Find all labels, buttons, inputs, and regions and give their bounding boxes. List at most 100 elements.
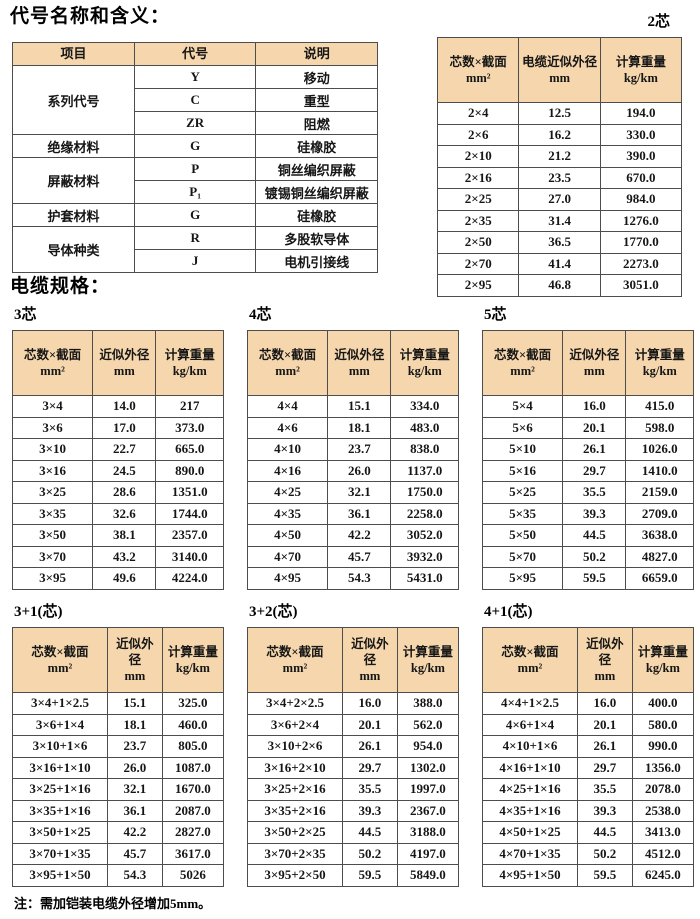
table-row: 5×4 16.0 415.0 — [481, 395, 694, 418]
meaning-cell: 多股软导体 — [255, 226, 378, 250]
cell-outer-diameter: 35.5 — [576, 778, 633, 801]
cell-outer-diameter: 45.7 — [106, 842, 163, 865]
item-cell: 绝缘材料 — [12, 134, 135, 158]
table-row: 3×16+2×10 29.7 1302.0 — [247, 756, 460, 779]
spec-table-2core: 芯数×截面 mm² 电缆近似外径 mm 计算重量 kg/km 2×4 12.5 … — [436, 37, 683, 297]
table-row: 3×70+2×35 50.2 4197.0 — [247, 842, 460, 865]
cell-weight: 2709.0 — [625, 502, 694, 525]
code-cell: P — [133, 157, 257, 181]
col-header-weight: 计算重量 kg/km — [155, 330, 224, 396]
table-row: 2×35 31.4 1276.0 — [436, 209, 683, 232]
cell-outer-diameter: 54.3 — [106, 864, 163, 887]
table-row: 4×4+1×2.5 16.0 400.0 — [482, 692, 695, 715]
table-row: 4×95 54.3 5431.0 — [246, 567, 459, 590]
col-header-weight: 计算重量 kg/km — [631, 627, 695, 693]
cell-weight: 890.0 — [155, 459, 224, 482]
table-row: 3×10+1×6 23.7 805.0 — [12, 735, 225, 758]
col-header-outer-diameter: 近似外径 mm — [92, 330, 157, 396]
spec-table-body: 5×4 16.0 415.0 5×6 20.1 598.0 5×10 26.1 … — [481, 395, 694, 590]
code-legend-table: 项目 代号 说明 系列代号 Y 移动 C 重型 ZR 阻燃 绝缘材料 G 硅 — [12, 42, 378, 273]
code-legend-table-wrap: 项目 代号 说明 系列代号 Y 移动 C 重型 ZR 阻燃 绝缘材料 G 硅 — [12, 42, 378, 273]
spec-table-3plus2: 芯数×截面 mm² 近似外径 mm 计算重量 kg/km 3×4+2×2.5 1… — [247, 627, 460, 887]
cell-weight: 2273.0 — [599, 252, 683, 275]
cell-cores-section: 4×25 — [246, 481, 329, 504]
cell-weight: 2159.0 — [625, 481, 694, 504]
spec-section-3plus2: 3+2(芯) 芯数×截面 mm² 近似外径 mm 计算重量 kg/km 3×4+… — [247, 603, 460, 887]
item-cell: 护套材料 — [12, 203, 135, 227]
cell-weight: 1410.0 — [625, 459, 694, 482]
cell-outer-diameter: 20.1 — [341, 713, 398, 736]
table-row: P₁ 镀锡铜丝编织屏蔽 — [13, 180, 378, 204]
cell-cores-section: 3×6+2×4 — [247, 713, 343, 736]
meaning-cell: 硅橡胶 — [255, 203, 378, 227]
col-header-outer-diameter: 近似外径 mm — [562, 330, 627, 396]
col-header-item: 项目 — [12, 42, 135, 66]
table-row: 5×25 35.5 2159.0 — [481, 481, 694, 504]
cell-outer-diameter: 46.8 — [518, 274, 601, 297]
col-header-weight: 计算重量 kg/km — [390, 330, 459, 396]
cell-outer-diameter: 39.3 — [562, 502, 627, 525]
cell-weight: 3638.0 — [625, 524, 694, 547]
cell-outer-diameter: 35.5 — [341, 778, 398, 801]
cell-cores-section: 3×16+1×10 — [12, 756, 108, 779]
table-label-3plus1: 3+1(芯) — [14, 604, 63, 620]
cell-outer-diameter: 16.2 — [518, 123, 601, 146]
cell-weight: 2367.0 — [396, 799, 460, 822]
header-row: 芯数×截面 mm² 近似外径 mm 计算重量 kg/km — [482, 627, 695, 693]
cell-outer-diameter: 29.7 — [576, 756, 633, 779]
table-row: J 电机引接线 — [13, 249, 378, 273]
cell-cores-section: 3×35 — [11, 502, 94, 525]
table-row: 3×35+2×16 39.3 2367.0 — [247, 799, 460, 822]
cell-cores-section: 5×16 — [481, 459, 564, 482]
cell-weight: 1750.0 — [390, 481, 459, 504]
cell-outer-diameter: 26.1 — [341, 735, 398, 758]
table-row: 3×25+1×16 32.1 1670.0 — [12, 778, 225, 801]
code-cell: Y — [133, 65, 257, 89]
cell-cores-section: 4×6+1×4 — [482, 713, 578, 736]
code-cell: P₁ — [133, 180, 257, 204]
cell-outer-diameter: 20.1 — [576, 713, 633, 736]
meaning-cell: 重型 — [255, 88, 378, 112]
table-row: 3×95+1×50 54.3 5026 — [12, 864, 225, 887]
cell-cores-section: 5×35 — [481, 502, 564, 525]
cell-outer-diameter: 59.5 — [562, 567, 627, 590]
cell-cores-section: 4×10+1×6 — [482, 735, 578, 758]
header-row: 芯数×截面 mm² 电缆近似外径 mm 计算重量 kg/km — [436, 37, 683, 103]
header-row: 芯数×截面 mm² 近似外径 mm 计算重量 kg/km — [247, 627, 460, 693]
table-row: 4×70 45.7 3932.0 — [246, 545, 459, 568]
cell-cores-section: 3×35+1×16 — [12, 799, 108, 822]
header-row: 芯数×截面 mm² 近似外径 mm 计算重量 kg/km — [12, 627, 225, 693]
cell-outer-diameter: 24.5 — [92, 459, 157, 482]
cell-outer-diameter: 59.5 — [576, 864, 633, 887]
table-row: 3×35 32.6 1744.0 — [11, 502, 224, 525]
spec-section-4plus1: 4+1(芯) 芯数×截面 mm² 近似外径 mm 计算重量 kg/km 4×4+… — [482, 603, 695, 887]
cell-outer-diameter: 26.0 — [327, 459, 392, 482]
col-header-code: 代号 — [133, 42, 257, 66]
cell-weight: 400.0 — [631, 692, 695, 715]
cell-cores-section: 4×95 — [246, 567, 329, 590]
header-row: 芯数×截面 mm² 近似外径 mm 计算重量 kg/km — [11, 330, 224, 396]
code-cell: G — [133, 134, 257, 158]
cell-outer-diameter: 36.1 — [106, 799, 163, 822]
cell-weight: 5849.0 — [396, 864, 460, 887]
cell-weight: 3617.0 — [161, 842, 225, 865]
spec-table-body: 3×4+2×2.5 16.0 388.0 3×6+2×4 20.1 562.0 … — [247, 692, 460, 887]
col-header-meaning: 说明 — [255, 42, 378, 66]
header-row: 项目 代号 说明 — [12, 42, 378, 66]
cell-cores-section: 4×4+1×2.5 — [482, 692, 578, 715]
cell-outer-diameter: 43.2 — [92, 545, 157, 568]
cell-outer-diameter: 32.1 — [106, 778, 163, 801]
code-table-header: 项目 代号 说明 — [12, 42, 378, 66]
spec-table-body: 4×4+1×2.5 16.0 400.0 4×6+1×4 20.1 580.0 … — [482, 692, 695, 887]
cell-outer-diameter: 26.0 — [106, 756, 163, 779]
cell-outer-diameter: 36.5 — [518, 231, 601, 254]
table-row: 4×35 36.1 2258.0 — [246, 502, 459, 525]
cell-outer-diameter: 44.5 — [576, 821, 633, 844]
cell-cores-section: 2×25 — [436, 188, 520, 211]
spec-table-body: 2×4 12.5 194.0 2×6 16.2 330.0 2×10 21.2 … — [436, 102, 683, 297]
cell-outer-diameter: 54.3 — [327, 567, 392, 590]
cell-cores-section: 3×16+2×10 — [247, 756, 343, 779]
table-row: 2×50 36.5 1770.0 — [436, 231, 683, 254]
cell-cores-section: 2×35 — [436, 209, 520, 232]
code-cell: J — [133, 249, 257, 273]
